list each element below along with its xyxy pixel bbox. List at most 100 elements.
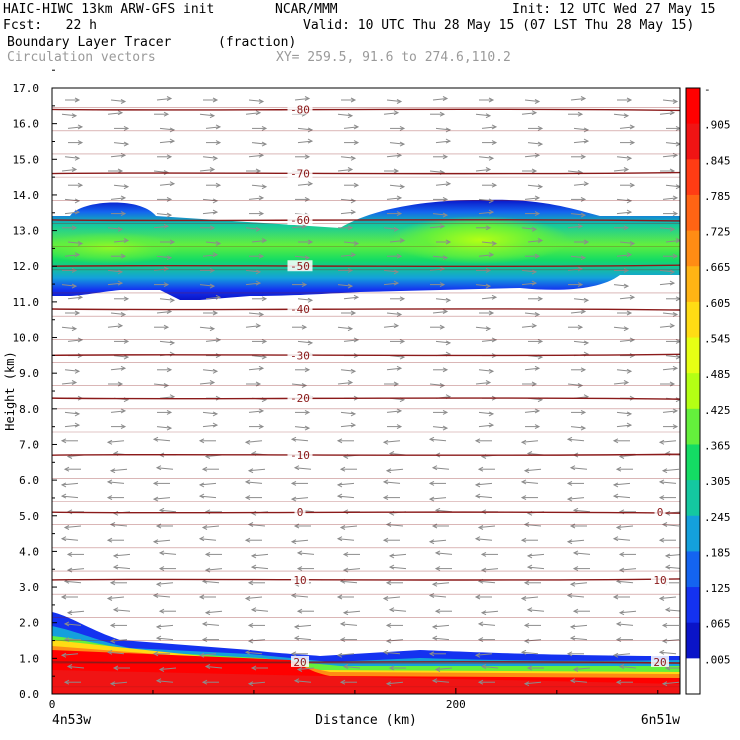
circulation-vector-head [526,564,533,570]
circulation-vector [113,240,129,243]
circulation-vector-head [523,638,530,644]
circulation-vector-head [623,380,630,385]
circulation-vector-head [664,607,671,613]
circulation-vector-head [675,296,680,302]
circulation-vector [153,383,169,386]
circulation-vector [573,667,591,670]
circulation-vector [383,112,399,115]
circulation-vector-head [304,154,311,160]
circulation-vector-head [580,255,587,261]
circulation-vector-head [255,110,262,116]
circulation-vector-head [580,425,587,431]
circulation-vector-head [261,238,268,243]
circulation-vector-head [244,537,251,543]
circulation-vector [64,411,80,415]
circulation-vector-head [669,269,676,275]
circulation-vector [616,525,634,528]
circulation-vector-head [572,507,579,513]
circulation-vector-head [526,607,533,613]
circulation-vector [199,113,215,117]
circulation-vector [110,681,128,685]
y-tick-label: 16.0 [13,118,40,131]
circulation-vector-head [215,182,222,188]
circulation-vector-head [583,127,590,133]
circulation-vector-head [580,309,587,314]
circulation-vector-head [250,553,257,559]
contour-label-bg [294,506,306,518]
circulation-vector-head [71,283,78,289]
circulation-vector-head [583,239,590,245]
circulation-vector-head [350,310,357,316]
circulation-vector [665,566,680,569]
circulation-vector [475,284,491,287]
circulation-vector [570,311,586,314]
circulation-vector-head [442,96,449,101]
circulation-vector [478,580,496,584]
circulation-vector-head [442,255,449,261]
circulation-vector [245,596,263,599]
circulation-vector-head [445,181,452,187]
circulation-vector-head [350,155,357,161]
circulation-vector [662,410,678,413]
circulation-vector [245,481,263,484]
circulation-vector-head [112,607,119,613]
circulation-vector-head [158,667,165,672]
circulation-vector [297,140,313,144]
contour-label-bg [287,303,313,315]
circulation-vector-head [629,294,636,300]
circulation-vector [478,254,494,257]
circulation-vector-head [347,225,354,231]
y-tick-label: 13.0 [13,225,40,238]
circulation-vector [199,495,217,499]
bl-tracer-darkred [52,670,680,694]
circulation-vector-head [442,196,449,202]
circulation-vector [619,568,637,571]
circulation-vector-head [399,238,406,243]
circulation-vector-head [626,155,633,161]
circulation-vector-head [669,323,676,329]
circulation-vector-head [209,326,216,332]
circulation-vector-head [445,340,452,346]
circulation-vector [665,240,680,243]
circulation-vector [619,339,635,342]
circulation-vector-head [615,525,622,530]
circulation-vector-head [477,679,484,685]
circulation-vector-head [658,649,665,655]
circulation-vector [567,438,585,442]
temperature-contour [52,308,680,311]
circulation-vector [432,624,450,628]
colorbar-label: .725 [704,226,731,239]
circulation-vector-head [626,422,633,428]
circulation-vector-head [342,567,349,573]
circulation-vector-head [474,493,481,499]
y-tick-label: 17.0 [13,82,40,95]
circulation-vector-head [258,99,265,104]
circulation-vector-head [566,480,573,486]
circulation-vector-head [623,167,630,172]
circulation-vector [156,255,172,259]
circulation-vector-head [244,439,251,445]
circulation-vector [248,99,264,102]
circulation-vector [153,170,169,173]
y-axis: 0.0 1.0 2.0 3.0 4.0 5.0 6.0 7.0 8.0 9.0 10.0 11.0 12… [13,69,57,701]
circulation-vector [613,326,629,330]
circulation-vector-head [531,226,538,232]
circulation-vector-head [158,507,165,513]
circulation-vector [110,99,126,102]
circulation-vector-head [336,482,343,488]
circulation-vector-head [350,97,357,103]
circulation-vector [432,637,450,641]
circulation-vector-head [261,184,268,190]
circulation-vector-head [629,337,636,343]
circulation-vector [297,298,313,301]
circulation-vector-head [623,225,630,231]
circulation-vector-head [569,581,576,587]
circulation-vector [251,609,269,612]
circulation-vector [659,440,677,443]
circulation-vector [61,495,79,499]
circulation-vector-head [399,141,406,147]
circulation-vector [159,127,175,131]
circulation-vector-head [488,411,495,417]
circulation-vector [521,282,537,286]
vector-label: Circulation vectors [7,50,156,65]
